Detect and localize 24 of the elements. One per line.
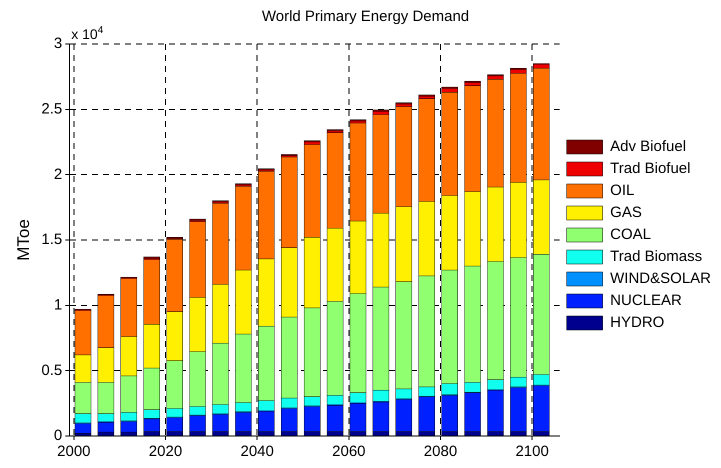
y-tick-label: 0	[54, 427, 62, 444]
legend-label: Trad Biomass	[610, 248, 702, 266]
legend-label: HYDRO	[610, 314, 664, 332]
y-tick-label: 1	[54, 296, 62, 314]
x-tick-label: 2060	[332, 443, 366, 460]
legend-label: OIL	[610, 182, 634, 200]
x-tick-label: 2080	[424, 443, 458, 460]
x-tick-label: 2020	[148, 443, 182, 460]
y-tick-label: 1.5	[41, 231, 62, 248]
legend-label: NUCLEAR	[610, 292, 682, 310]
y-tick-label: 2.5	[41, 100, 62, 118]
y-axis-title: MToe	[14, 219, 33, 261]
legend-label: WIND&SOLAR	[610, 270, 712, 288]
y-tick-label: 2	[54, 166, 62, 183]
legend-label: GAS	[610, 204, 642, 222]
chart-title: World Primary Energy Demand	[262, 8, 470, 26]
y-tick-label: 3	[54, 35, 62, 52]
legend-label: Trad Biofuel	[610, 160, 690, 178]
legend-label: COAL	[610, 226, 652, 244]
x-tick-label: 2100	[515, 443, 549, 460]
x-tick-label: 2040	[240, 443, 274, 460]
legend-label: Adv Biofuel	[610, 138, 686, 156]
x-tick-label: 2000	[57, 443, 91, 460]
y-tick-label: 0.5	[41, 362, 62, 379]
